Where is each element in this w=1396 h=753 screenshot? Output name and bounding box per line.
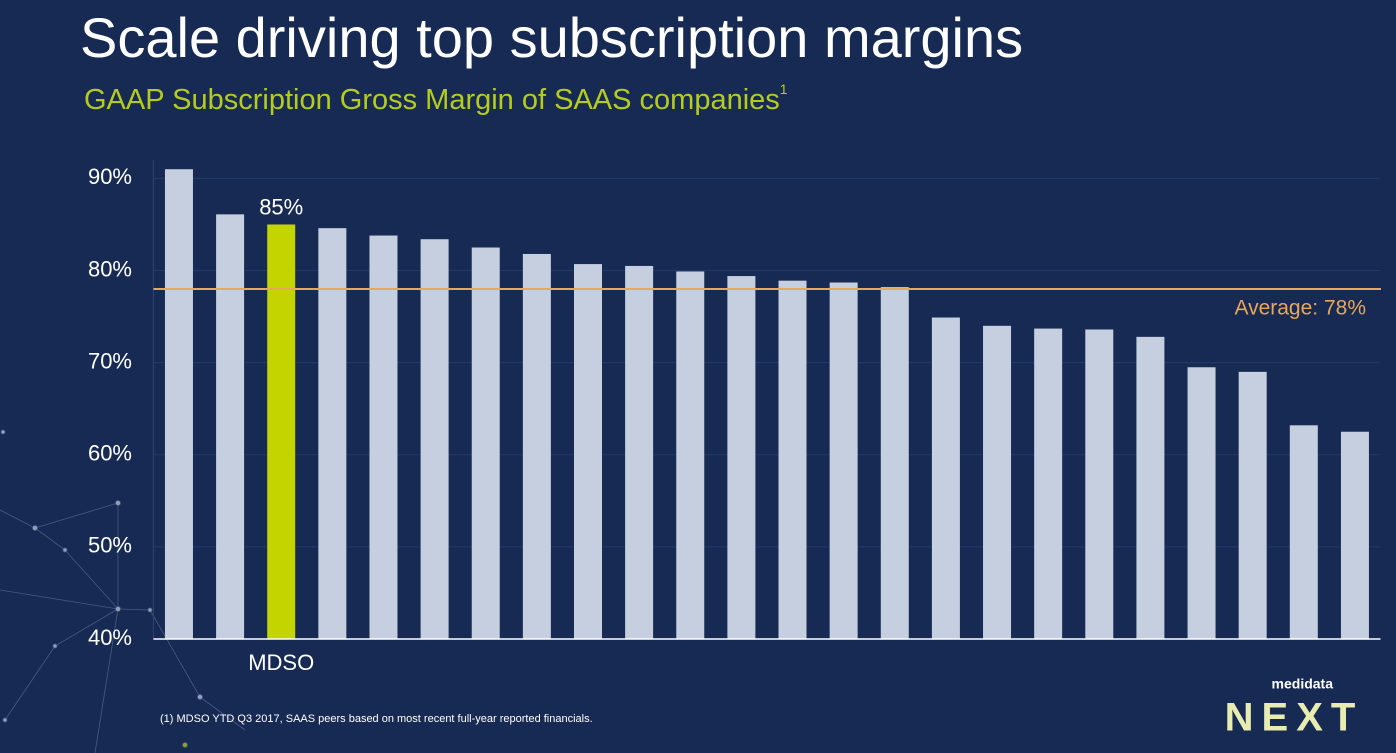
- bar: [1289, 425, 1318, 639]
- x-tick-label: MDSO: [248, 650, 314, 675]
- bar: [727, 276, 756, 639]
- subtitle: GAAP Subscription Gross Margin of SAAS c…: [84, 81, 788, 116]
- bar: [522, 253, 551, 639]
- subtitle-text: GAAP Subscription Gross Margin of SAAS c…: [84, 84, 780, 116]
- y-tick-label: 70%: [88, 348, 132, 373]
- bar: [1238, 371, 1267, 639]
- y-tick-label: 80%: [88, 256, 132, 281]
- bar: [369, 235, 398, 640]
- y-tick-label: 90%: [88, 164, 132, 189]
- bar: [983, 325, 1012, 639]
- bar: [676, 271, 705, 639]
- bar: [1085, 329, 1114, 639]
- bar: [829, 282, 858, 639]
- network-decoration: [0, 429, 246, 753]
- footnote-marker: 1: [780, 81, 788, 97]
- logo-company: medidata: [1272, 676, 1334, 692]
- y-tick-label: 60%: [88, 441, 132, 466]
- y-tick-label: 50%: [88, 533, 132, 558]
- bar: [778, 280, 807, 639]
- bar: [1136, 336, 1165, 639]
- plot: 40% 50% 60% 70% 80% 90% MDSO 85% Average: 78%: [88, 160, 1381, 675]
- average-label: Average: 78%: [1234, 297, 1366, 320]
- bar: [880, 287, 909, 639]
- bar: [1187, 367, 1216, 639]
- bar: [216, 214, 245, 639]
- bar: [164, 169, 193, 639]
- bar: [931, 317, 960, 639]
- bar: [318, 228, 347, 639]
- logo-event: NEXT: [1225, 696, 1364, 740]
- title: Scale driving top subscription margins: [80, 6, 1023, 69]
- bar: [1034, 328, 1063, 639]
- bar: [573, 264, 602, 639]
- footnote: (1) MDSO YTD Q3 2017, SAAS peers based o…: [160, 713, 593, 725]
- bar: [471, 247, 500, 639]
- value-label: 85%: [259, 194, 303, 219]
- bar: [1340, 431, 1369, 639]
- bar: [267, 224, 296, 639]
- bar: [625, 265, 654, 639]
- y-tick-label: 40%: [88, 625, 132, 650]
- bar: [420, 239, 449, 639]
